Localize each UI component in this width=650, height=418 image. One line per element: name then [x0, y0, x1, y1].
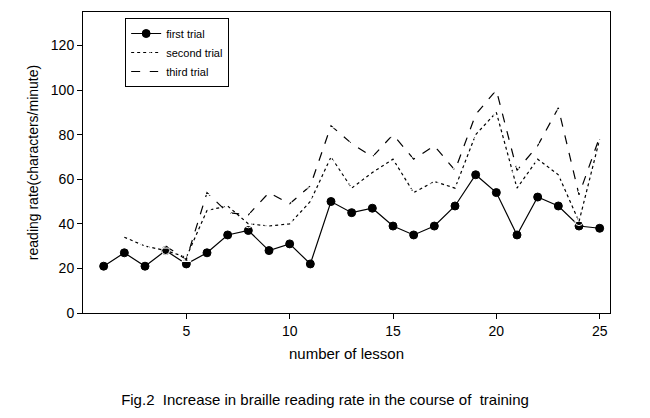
svg-text:80: 80 — [59, 127, 75, 143]
svg-text:20: 20 — [489, 323, 505, 339]
svg-text:reading rate(characters/minute: reading rate(characters/minute) — [25, 65, 41, 260]
svg-text:40: 40 — [59, 216, 75, 232]
svg-text:10: 10 — [282, 323, 298, 339]
svg-text:100: 100 — [51, 82, 75, 98]
svg-text:15: 15 — [385, 323, 401, 339]
svg-text:20: 20 — [59, 260, 75, 276]
svg-text:third trial: third trial — [166, 66, 208, 78]
svg-text:60: 60 — [59, 171, 75, 187]
svg-text:120: 120 — [51, 37, 75, 53]
svg-text:Fig.2 Increase in braille rea: Fig.2 Increase in braille reading rate i… — [121, 391, 529, 408]
svg-text:first trial: first trial — [166, 28, 205, 40]
svg-text:number of lesson: number of lesson — [289, 345, 404, 362]
svg-text:25: 25 — [592, 323, 608, 339]
svg-text:5: 5 — [182, 323, 190, 339]
svg-text:0: 0 — [66, 305, 74, 321]
svg-text:second trial: second trial — [166, 47, 222, 59]
